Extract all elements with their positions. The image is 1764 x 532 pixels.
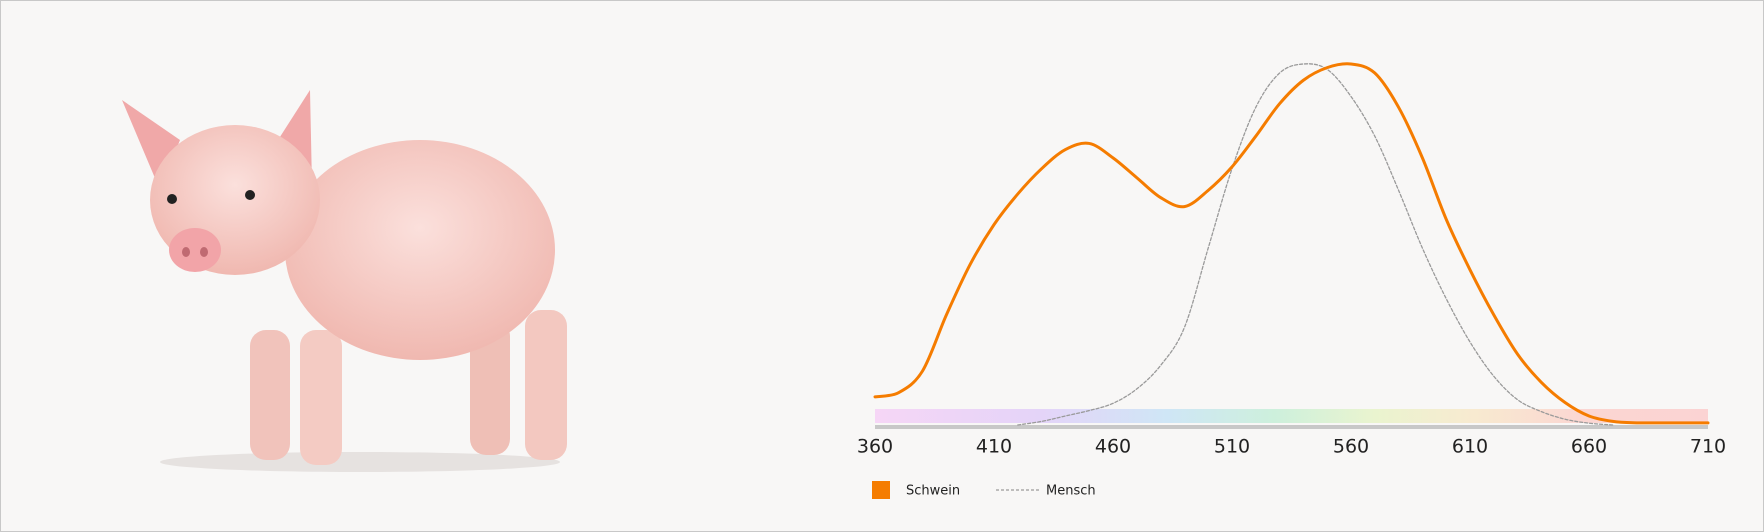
- pig-illustration: [122, 90, 567, 472]
- x-tick-label: 510: [1214, 436, 1250, 458]
- x-axis-line: [875, 425, 1708, 429]
- x-tick-label: 710: [1690, 436, 1726, 458]
- series-line: [873, 62, 1710, 425]
- x-tick-label: 560: [1333, 436, 1369, 458]
- x-tick-label: 360: [857, 436, 893, 458]
- x-tick-label: 660: [1571, 436, 1607, 458]
- x-tick-label: 610: [1452, 436, 1488, 458]
- x-tick-label: 410: [976, 436, 1012, 458]
- series-line: [1017, 63, 1614, 426]
- spectrum-band: [875, 409, 1708, 423]
- x-tick-label: 460: [1095, 436, 1131, 458]
- legend-label: Schwein: [906, 484, 960, 499]
- legend-label: Mensch: [1046, 484, 1096, 499]
- legend-swatch: [872, 481, 890, 499]
